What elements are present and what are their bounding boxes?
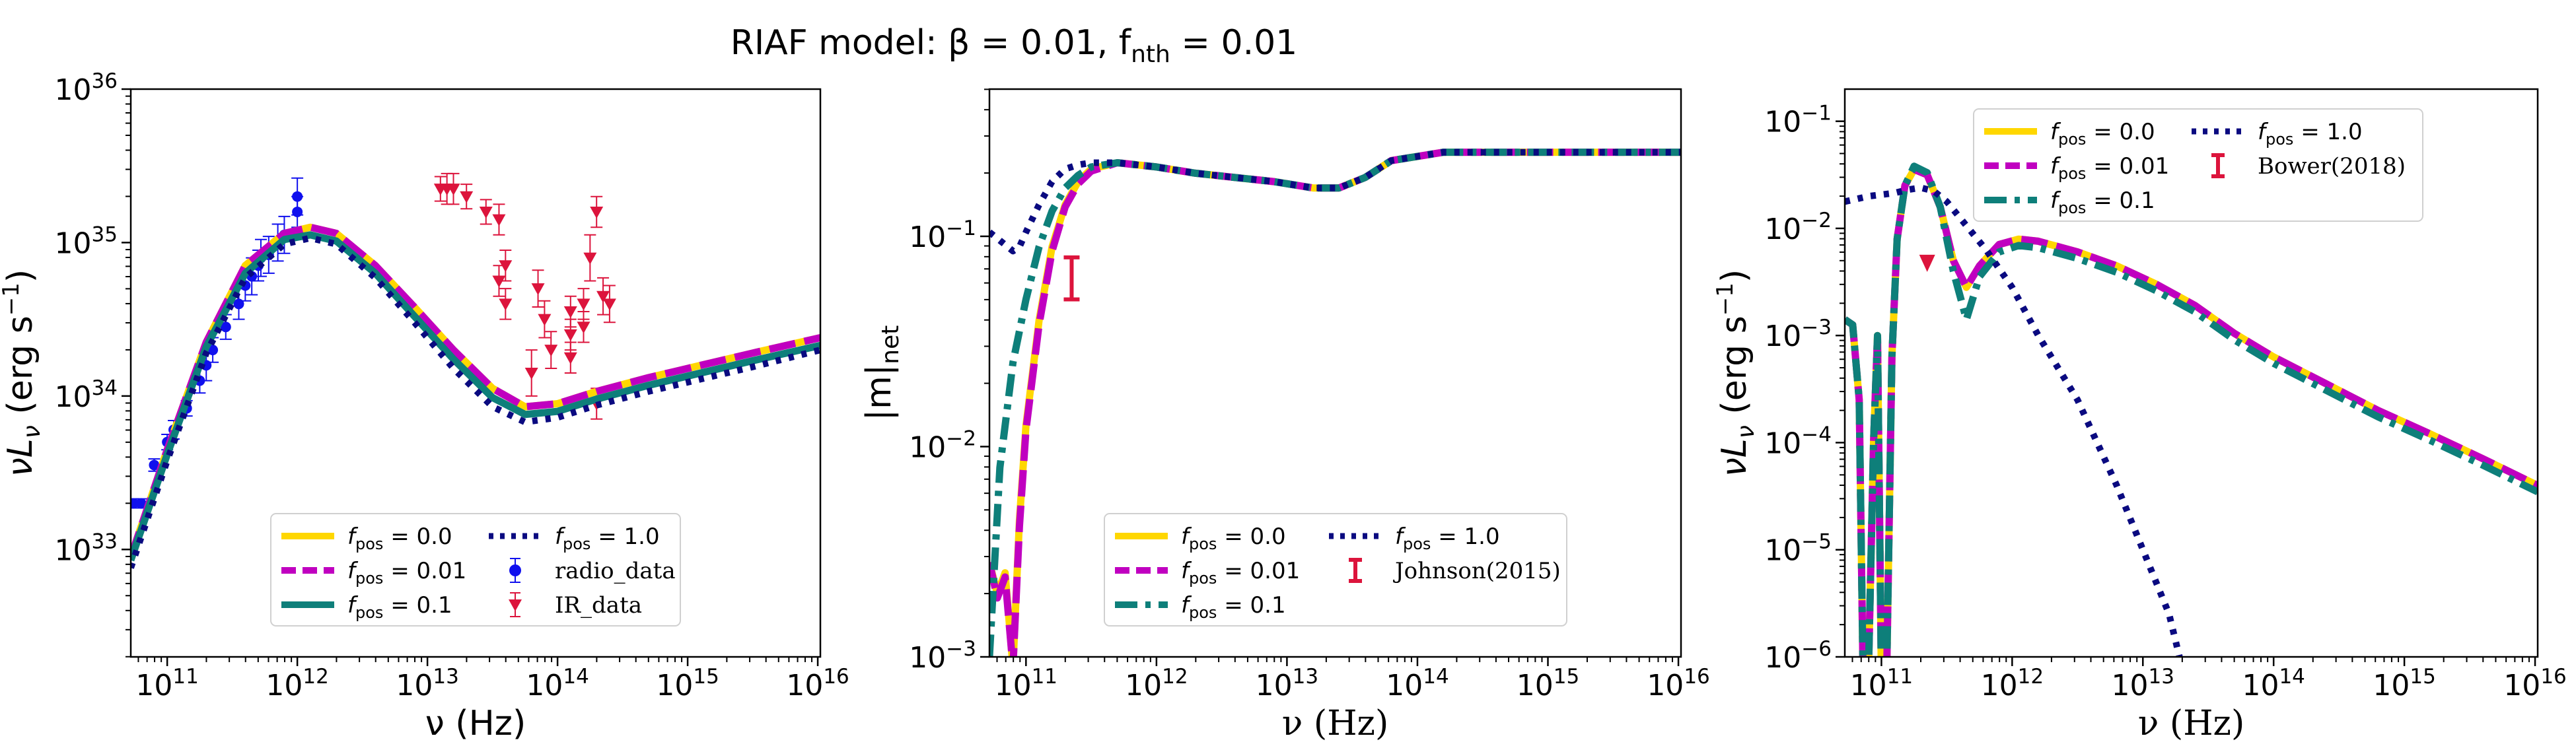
x-tick-label: 1012 [266, 665, 328, 702]
IR_data-point [460, 191, 474, 203]
y-tick-label: 1036 [55, 69, 118, 107]
IR_data-point [563, 329, 577, 341]
figure-title: RIAF model: β = 0.01, fnth = 0.01 [731, 23, 1298, 68]
x-axis-label: ν (Hz) [425, 704, 526, 743]
IR_data-point [577, 298, 590, 311]
x-tick-label: 1012 [1125, 665, 1188, 702]
legend-label-fpos001: fpos = 0.01 [1181, 558, 1300, 588]
IR_data-point [499, 260, 513, 273]
legend-label-fpos001: fpos = 0.01 [2050, 153, 2169, 183]
IR_data-point [524, 368, 538, 380]
IR_data-point [531, 283, 545, 296]
legend-label-radio: radio_data [555, 558, 676, 584]
legend-label-bower: Bower(2018) [2258, 153, 2406, 180]
y-tick-label: 1035 [55, 222, 118, 260]
legend-box [270, 513, 681, 627]
legend-label-fpos001: fpos = 0.01 [347, 558, 466, 588]
x-tick-label: 1013 [1256, 665, 1318, 702]
x-axis-label: ν (Hz) [1282, 704, 1388, 743]
IR_data-point [596, 290, 610, 303]
x-tick-label: 1011 [135, 665, 198, 702]
x-tick-label: 1015 [656, 665, 719, 702]
IR_data-point [544, 345, 558, 357]
legend-label-fpos0: fpos = 0.0 [347, 524, 452, 553]
x-tick-label: 1011 [1850, 665, 1913, 702]
IR_data-point [492, 214, 506, 226]
x-tick-label: 1015 [1517, 665, 1579, 702]
axes-frame [988, 88, 1682, 658]
y-tick-label: 1034 [55, 376, 118, 414]
y-tick-label: 10−3 [1764, 316, 1832, 353]
IR_data-point [583, 252, 597, 265]
x-tick-label: 1013 [396, 665, 458, 702]
x-tick-label: 1016 [2503, 665, 2566, 702]
radio_data-point [135, 498, 147, 509]
panel-left: 1011 1012 1013 1014 1015 1016 1033 1034 1035 1036… [0, 69, 849, 743]
IR_data-point [590, 206, 604, 219]
radio_data-point [292, 191, 303, 202]
y-axis-label: |m|net [859, 325, 904, 421]
x-axis-label: ν (Hz) [2138, 704, 2244, 743]
y-tick-label: 10−4 [1764, 423, 1832, 460]
axes-frame [129, 88, 822, 658]
x-tick-label: 1012 [1981, 665, 2044, 702]
y-axis-label: νLν (erg s−1) [0, 269, 46, 477]
series-line-fpos01 [131, 231, 820, 562]
legend-box [1973, 108, 2423, 222]
IR_data-point [602, 298, 616, 311]
IR_data-point [479, 206, 493, 219]
legend-marker-radio [509, 564, 521, 576]
series-line-fpos1 [131, 234, 820, 569]
y-tick-label: 10−5 [1764, 530, 1832, 568]
IR_data-point [563, 352, 577, 364]
x-tick-label: 1011 [995, 665, 1057, 702]
x-tick-label: 1016 [786, 665, 849, 702]
x-tick-label: 1015 [2373, 665, 2435, 702]
panel-right: 1011 1012 1013 1014 1015 1016 10−6 10−5 10−4 10−3… [1712, 88, 2567, 743]
y-tick-label: 1033 [55, 529, 118, 567]
IR_data-point [492, 275, 506, 288]
series-line-fpos1 [989, 149, 1681, 255]
legend-label-fpos0: fpos = 0.0 [2050, 119, 2155, 149]
x-tick-label: 1013 [2112, 665, 2174, 702]
legend-label-fpos01: fpos = 0.1 [2050, 187, 2155, 217]
y-axis-label: νLν (erg s−1) [1712, 269, 1760, 477]
y-tick-label: 10−1 [909, 217, 976, 254]
IR_data-point [563, 306, 577, 319]
axes-frame [1843, 88, 2539, 658]
radio_data-point [207, 345, 219, 356]
legend-label-ir: IR_data [555, 592, 642, 619]
legend-label-fpos01: fpos = 0.1 [347, 592, 452, 622]
IR_data-point [538, 314, 552, 326]
IR_data-point [577, 322, 590, 334]
series-line-fpos1 [1845, 184, 2183, 657]
legend-marker-ir [509, 599, 522, 611]
x-tick-label: 1014 [1386, 665, 1449, 702]
y-tick-label: 10−2 [909, 426, 976, 464]
x-tick-label: 1016 [1647, 665, 1709, 702]
x-tick-label: 1014 [526, 665, 589, 702]
y-tick-label: 10−1 [1764, 102, 1832, 139]
y-tick-label: 10−3 [909, 637, 976, 675]
legend-box [1104, 513, 1567, 627]
radio_data-point [220, 322, 231, 333]
y-tick-label: 10−2 [1764, 209, 1832, 246]
IR_data-point [499, 298, 513, 311]
legend-label-fpos1: fpos = 1.0 [1395, 524, 1500, 553]
x-tick-label: 1014 [2242, 665, 2305, 702]
bower-limit-marker [1919, 254, 1935, 272]
series-line-fpos01 [1845, 162, 2538, 657]
radio_data-point [149, 459, 160, 471]
IR_data-point [447, 184, 460, 196]
panel-middle: 1011 1012 1013 1014 1015 1016 10−3 10−2 10−1 ν (H… [859, 88, 1710, 743]
y-tick-label: 10−6 [1764, 637, 1832, 675]
legend-label-johnson: Johnson(2015) [1393, 558, 1561, 584]
